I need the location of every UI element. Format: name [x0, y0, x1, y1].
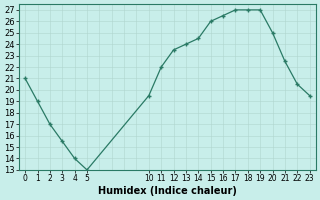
X-axis label: Humidex (Indice chaleur): Humidex (Indice chaleur) [98, 186, 237, 196]
